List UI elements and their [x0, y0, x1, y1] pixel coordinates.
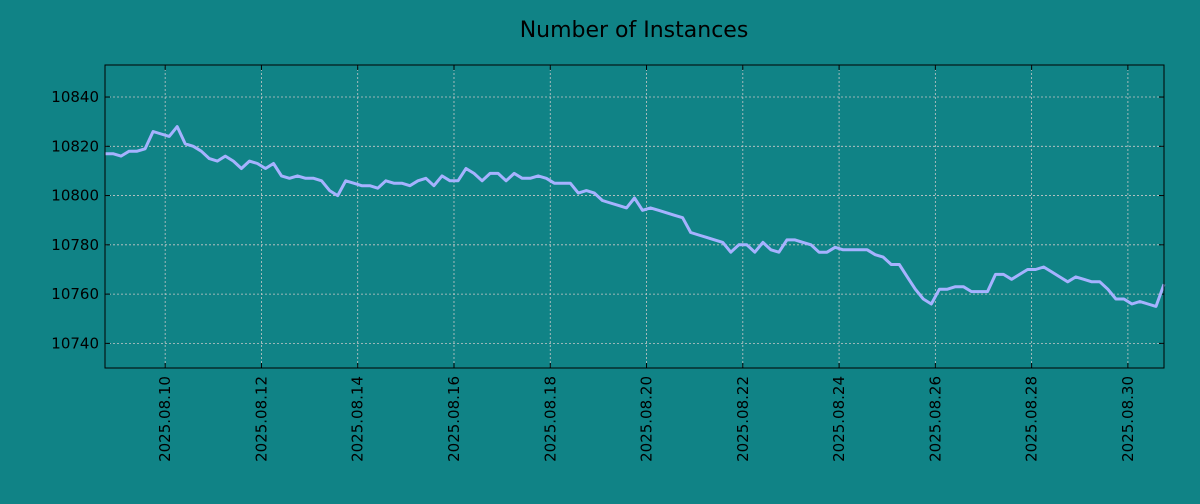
y-tick-label: 10740 [51, 334, 99, 352]
grid-layer [105, 65, 1164, 368]
y-tick-label: 10820 [51, 137, 99, 155]
x-tick-label: 2025.08.18 [541, 376, 559, 462]
x-tick-label: 2025.08.26 [926, 376, 944, 462]
x-tick-label: 2025.08.12 [252, 376, 270, 462]
x-tick-label: 2025.08.14 [349, 376, 367, 462]
axis-layer: 10740 10760 10780 10800 10820 10840 2025.08.10… [51, 65, 1164, 462]
y-tick-label: 10840 [51, 88, 99, 106]
x-tick-label: 2025.08.30 [1119, 376, 1137, 462]
series-layer [105, 125, 1166, 308]
x-tick-label: 2025.08.28 [1023, 376, 1041, 462]
x-tick-label: 2025.08.22 [734, 376, 752, 462]
y-tick-label: 10800 [51, 187, 99, 205]
instances-series-line [105, 125, 1166, 308]
plot-frame [104, 64, 1165, 369]
y-tick-label: 10760 [51, 285, 99, 303]
x-tick-label: 2025.08.16 [445, 376, 463, 462]
x-tick-label: 2025.08.20 [638, 376, 656, 462]
y-tick-label: 10780 [51, 236, 99, 254]
x-tick-label: 2025.08.10 [156, 376, 174, 462]
chart-title: Number of Instances [520, 18, 749, 43]
x-tick-label: 2025.08.24 [830, 376, 848, 462]
